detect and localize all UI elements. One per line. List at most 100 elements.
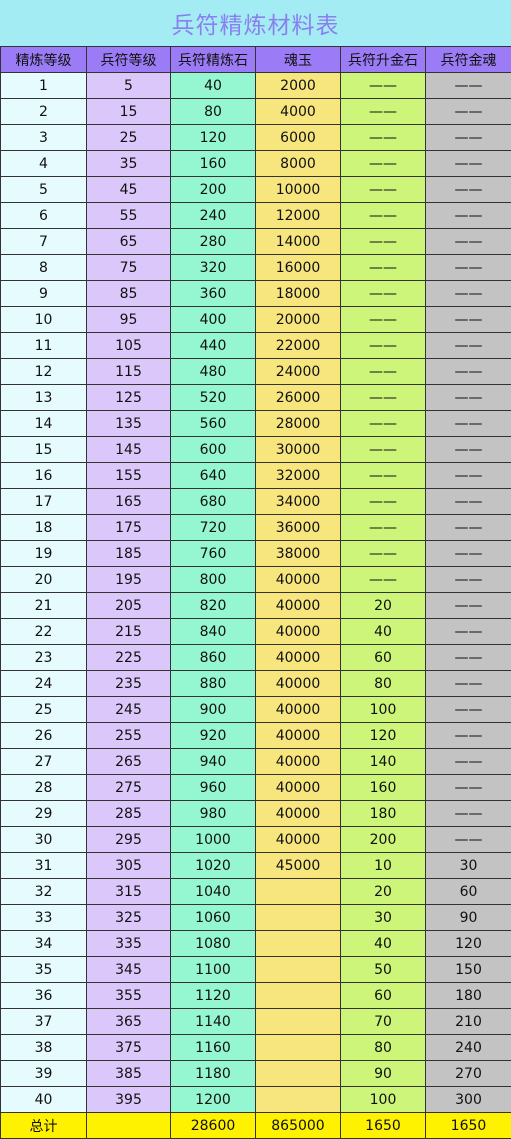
gold-soul-cell: —— — [425, 696, 511, 723]
gold-soul-cell: 300 — [425, 1086, 511, 1113]
table-row: 31 305 1020 45000 10 30 — [0, 852, 511, 879]
total-gold-soul: 1650 — [425, 1112, 511, 1139]
table-row: 15 145 600 30000 —— —— — [0, 436, 511, 463]
gold-stone-cell: —— — [340, 124, 426, 151]
soul-jade-cell: 20000 — [255, 306, 341, 333]
table-row: 34 335 1080 40 120 — [0, 930, 511, 957]
refine-stone-cell: 760 — [170, 540, 256, 567]
soul-jade-cell: 18000 — [255, 280, 341, 307]
gold-soul-cell: —— — [425, 670, 511, 697]
gold-soul-cell: —— — [425, 280, 511, 307]
refine-material-table: 精炼等级 兵符等级 兵符精炼石 魂玉 兵符升金石 兵符金魂 1 5 40 2000 ——… — [0, 46, 511, 1139]
refine-level-cell: 15 — [0, 436, 87, 463]
fu-level-cell: 215 — [86, 618, 171, 645]
header-gold-soul: 兵符金魂 — [425, 46, 511, 73]
soul-jade-cell — [255, 982, 341, 1009]
gold-stone-cell: —— — [340, 566, 426, 593]
fu-level-cell: 325 — [86, 904, 171, 931]
total-gold-stone: 1650 — [340, 1112, 426, 1139]
table-row: 8 75 320 16000 —— —— — [0, 254, 511, 281]
refine-level-cell: 34 — [0, 930, 87, 957]
refine-level-cell: 11 — [0, 332, 87, 359]
refine-stone-cell: 940 — [170, 748, 256, 775]
gold-stone-cell: —— — [340, 280, 426, 307]
refine-level-cell: 10 — [0, 306, 87, 333]
table-row: 38 375 1160 80 240 — [0, 1034, 511, 1061]
table-row: 11 105 440 22000 —— —— — [0, 332, 511, 359]
refine-level-cell: 2 — [0, 98, 87, 125]
gold-stone-cell: —— — [340, 254, 426, 281]
soul-jade-cell: 40000 — [255, 670, 341, 697]
refine-level-cell: 24 — [0, 670, 87, 697]
fu-level-cell: 345 — [86, 956, 171, 983]
fu-level-cell: 225 — [86, 644, 171, 671]
gold-soul-cell: —— — [425, 566, 511, 593]
table-row: 21 205 820 40000 20 —— — [0, 592, 511, 619]
table-row: 18 175 720 36000 —— —— — [0, 514, 511, 541]
soul-jade-cell — [255, 878, 341, 905]
gold-stone-cell: —— — [340, 176, 426, 203]
soul-jade-cell: 38000 — [255, 540, 341, 567]
soul-jade-cell — [255, 904, 341, 931]
total-row: 总计 28600 865000 1650 1650 — [0, 1112, 511, 1139]
soul-jade-cell — [255, 1034, 341, 1061]
gold-stone-cell: —— — [340, 150, 426, 177]
table-row: 7 65 280 14000 —— —— — [0, 228, 511, 255]
refine-stone-cell: 640 — [170, 462, 256, 489]
refine-level-cell: 38 — [0, 1034, 87, 1061]
fu-level-cell: 85 — [86, 280, 171, 307]
gold-soul-cell: —— — [425, 358, 511, 385]
fu-level-cell: 65 — [86, 228, 171, 255]
soul-jade-cell: 40000 — [255, 774, 341, 801]
soul-jade-cell — [255, 956, 341, 983]
refine-stone-cell: 840 — [170, 618, 256, 645]
gold-stone-cell: 100 — [340, 696, 426, 723]
table-row: 26 255 920 40000 120 —— — [0, 722, 511, 749]
refine-stone-cell: 1100 — [170, 956, 256, 983]
gold-stone-cell: 10 — [340, 852, 426, 879]
refine-stone-cell: 860 — [170, 644, 256, 671]
gold-soul-cell: —— — [425, 332, 511, 359]
fu-level-cell: 275 — [86, 774, 171, 801]
refine-stone-cell: 1020 — [170, 852, 256, 879]
refine-stone-cell: 1160 — [170, 1034, 256, 1061]
refine-level-cell: 23 — [0, 644, 87, 671]
gold-soul-cell: —— — [425, 540, 511, 567]
refine-level-cell: 18 — [0, 514, 87, 541]
refine-stone-cell: 160 — [170, 150, 256, 177]
table-row: 39 385 1180 90 270 — [0, 1060, 511, 1087]
soul-jade-cell: 40000 — [255, 800, 341, 827]
soul-jade-cell: 32000 — [255, 462, 341, 489]
gold-stone-cell: —— — [340, 514, 426, 541]
table-row: 20 195 800 40000 —— —— — [0, 566, 511, 593]
refine-level-cell: 21 — [0, 592, 87, 619]
fu-level-cell: 145 — [86, 436, 171, 463]
gold-stone-cell: 140 — [340, 748, 426, 775]
refine-level-cell: 14 — [0, 410, 87, 437]
fu-level-cell: 35 — [86, 150, 171, 177]
gold-soul-cell: 150 — [425, 956, 511, 983]
gold-stone-cell: 40 — [340, 930, 426, 957]
table-row: 5 45 200 10000 —— —— — [0, 176, 511, 203]
fu-level-cell: 375 — [86, 1034, 171, 1061]
fu-level-cell: 295 — [86, 826, 171, 853]
gold-stone-cell: 20 — [340, 878, 426, 905]
soul-jade-cell: 26000 — [255, 384, 341, 411]
gold-stone-cell: 40 — [340, 618, 426, 645]
table-row: 24 235 880 40000 80 —— — [0, 670, 511, 697]
soul-jade-cell: 40000 — [255, 618, 341, 645]
refine-stone-cell: 1000 — [170, 826, 256, 853]
header-fu-level: 兵符等级 — [86, 46, 171, 73]
total-fu-level — [86, 1112, 171, 1139]
soul-jade-cell: 40000 — [255, 696, 341, 723]
fu-level-cell: 305 — [86, 852, 171, 879]
fu-level-cell: 45 — [86, 176, 171, 203]
gold-soul-cell: 60 — [425, 878, 511, 905]
soul-jade-cell: 24000 — [255, 358, 341, 385]
table-row: 1 5 40 2000 —— —— — [0, 72, 511, 99]
gold-soul-cell: 270 — [425, 1060, 511, 1087]
refine-stone-cell: 720 — [170, 514, 256, 541]
gold-stone-cell: 80 — [340, 670, 426, 697]
table-row: 19 185 760 38000 —— —— — [0, 540, 511, 567]
table-row: 35 345 1100 50 150 — [0, 956, 511, 983]
